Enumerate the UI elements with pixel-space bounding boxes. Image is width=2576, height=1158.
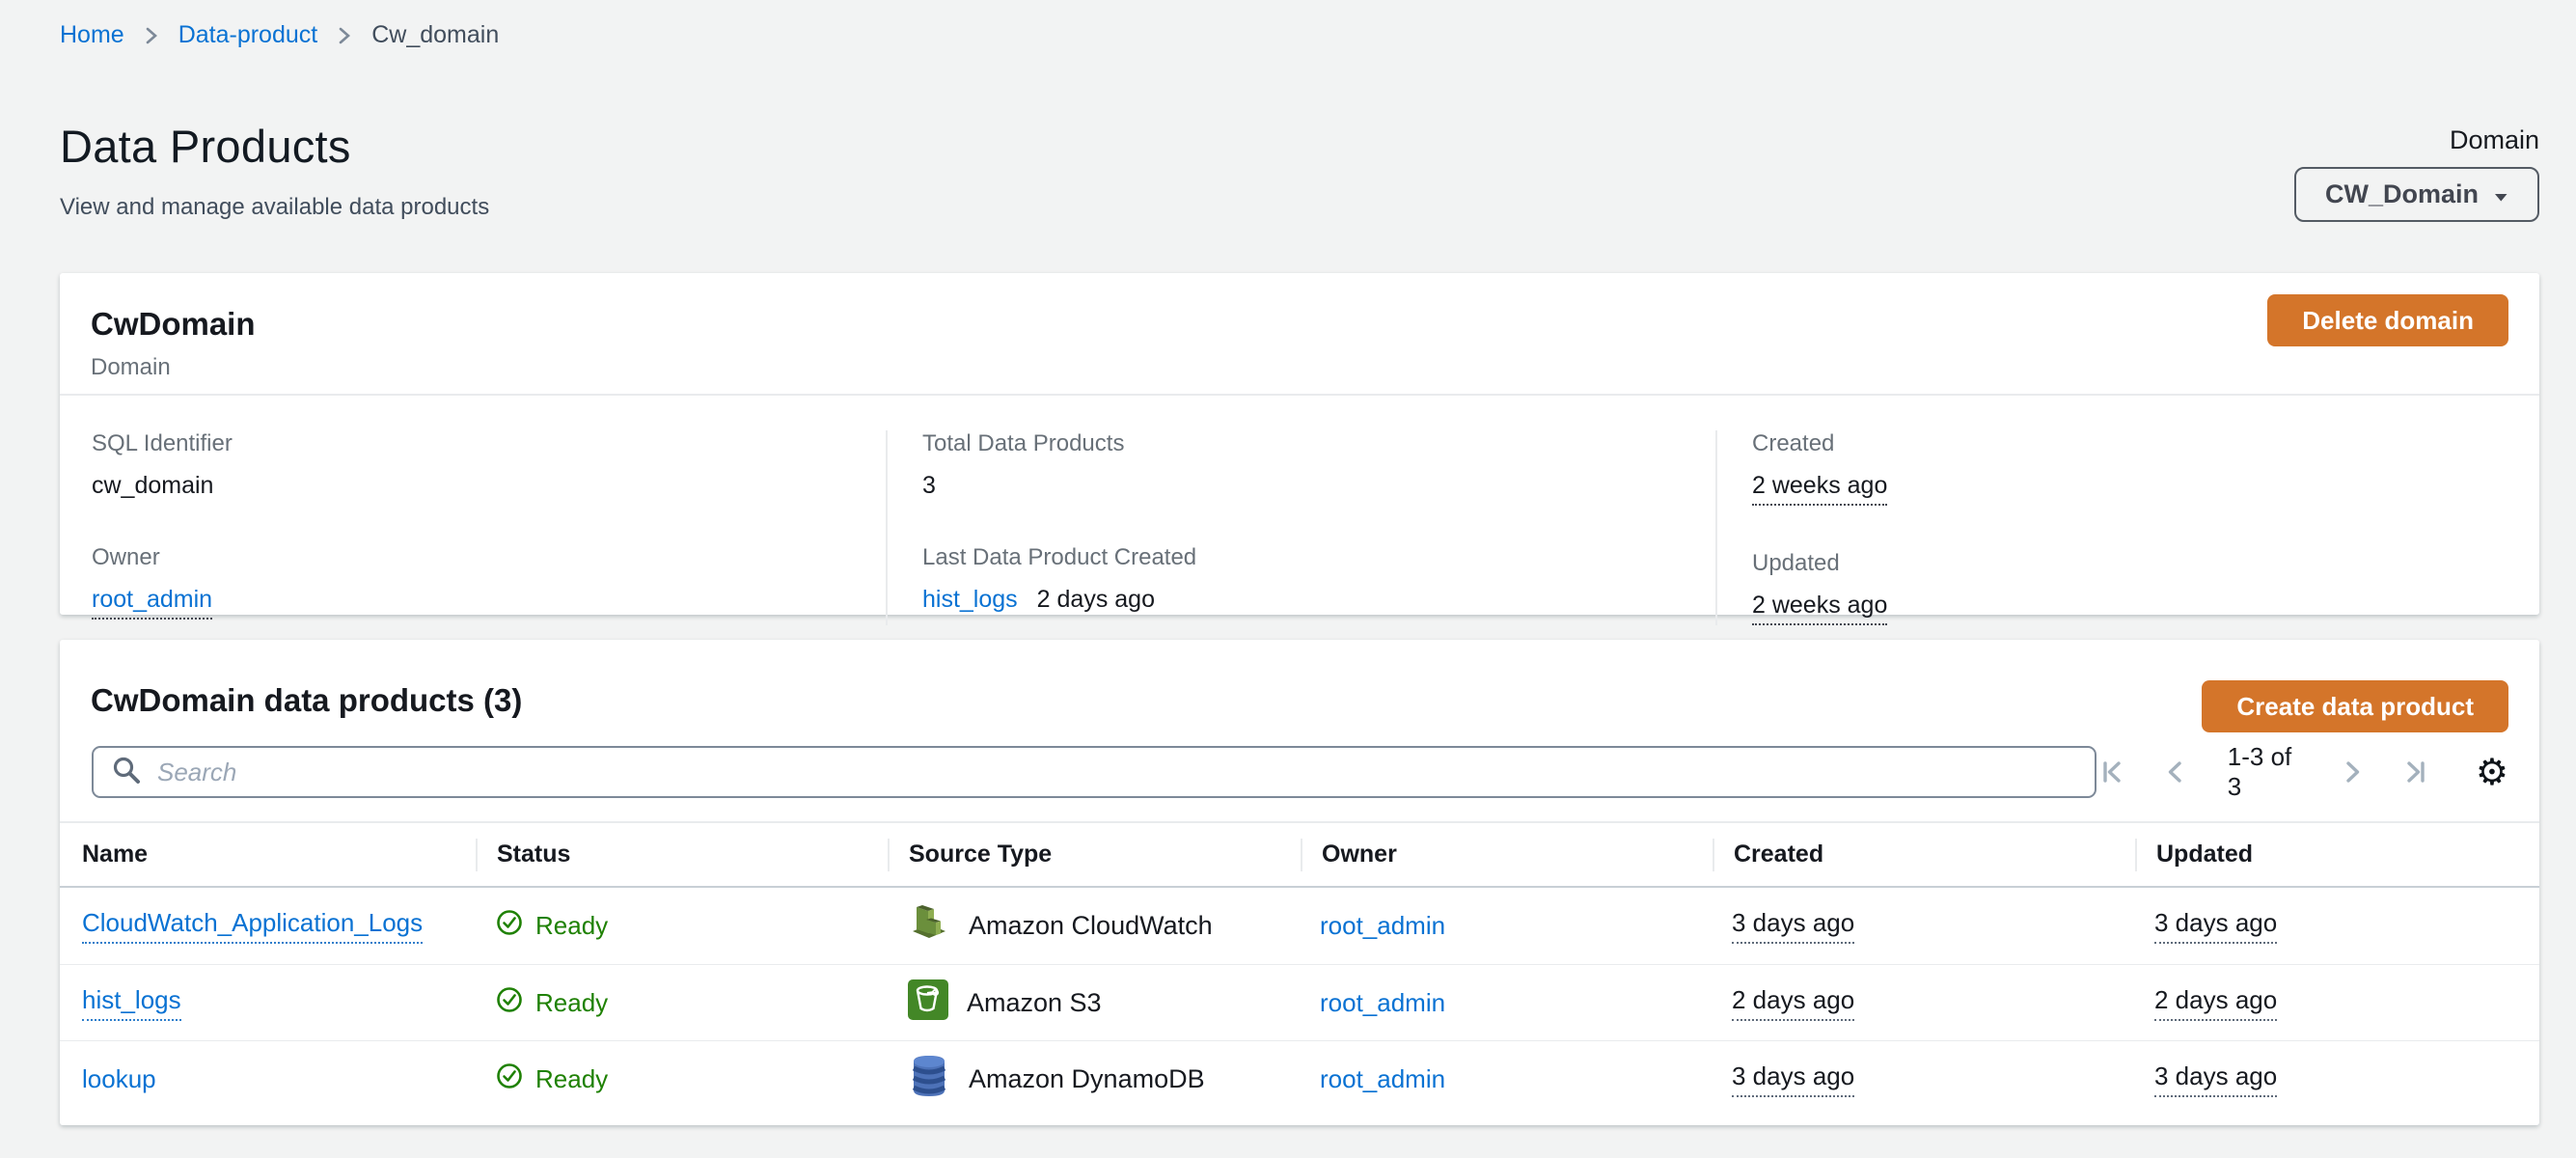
owner-link[interactable]: root_admin — [92, 586, 212, 620]
table-row: lookup Ready Amazon DynamoDB — [60, 1040, 2539, 1117]
table-header-row: Name Status Source Type Owner Created Up… — [60, 821, 2539, 888]
domain-card-content: SQL Identifier cw_domain Owner root_admi… — [60, 396, 2539, 652]
breadcrumb-data-product-link[interactable]: Data-product — [178, 21, 318, 49]
owner-link[interactable]: root_admin — [1320, 988, 1445, 1018]
created-value: 2 weeks ago — [1752, 472, 1887, 506]
previous-page-button[interactable] — [2160, 757, 2191, 787]
created-date: 2 days ago — [1732, 985, 1854, 1021]
breadcrumb-current: Cw_domain — [371, 21, 499, 49]
created-date: 3 days ago — [1732, 908, 1854, 944]
status-badge: Ready — [535, 988, 608, 1018]
domain-dropdown-value: CW_Domain — [2325, 179, 2479, 209]
cloudwatch-icon — [907, 898, 951, 953]
status-badge: Ready — [535, 911, 608, 941]
status-ready-icon — [495, 1062, 524, 1097]
updated-label: Updated — [1752, 550, 2539, 577]
page-subtitle: View and manage available data products — [60, 194, 489, 221]
column-header-source-type: Source Type — [888, 839, 1301, 871]
chevron-right-icon — [144, 23, 159, 48]
create-data-product-button[interactable]: Create data product — [2202, 680, 2508, 732]
last-product-label: Last Data Product Created — [922, 544, 1715, 571]
product-name-link[interactable]: CloudWatch_Application_Logs — [82, 908, 423, 944]
domain-selector: Domain CW_Domain — [2294, 125, 2539, 222]
domain-card-header: CwDomain Domain Delete domain — [60, 273, 2539, 396]
domain-selector-label: Domain — [2294, 125, 2539, 155]
source-type-label: Amazon S3 — [967, 988, 1102, 1018]
owner-link[interactable]: root_admin — [1320, 1064, 1445, 1094]
updated-value: 2 weeks ago — [1752, 592, 1887, 625]
domain-card: CwDomain Domain Delete domain SQL Identi… — [60, 273, 2539, 615]
updated-date: 3 days ago — [2154, 908, 2277, 944]
status-badge: Ready — [535, 1064, 608, 1094]
search-icon — [111, 755, 142, 790]
products-card-header: CwDomain data products (3) Create data p… — [60, 640, 2539, 719]
domain-card-title: CwDomain — [91, 306, 2508, 343]
product-name-link[interactable]: lookup — [82, 1064, 156, 1094]
caret-down-icon — [2494, 179, 2508, 209]
owner-link[interactable]: root_admin — [1320, 911, 1445, 941]
domain-card-type-label: Domain — [91, 354, 2508, 381]
dynamodb-icon — [907, 1053, 951, 1106]
created-label: Created — [1752, 430, 2539, 457]
column-header-created: Created — [1713, 839, 2135, 871]
sql-identifier-value: cw_domain — [92, 472, 886, 500]
last-page-button[interactable] — [2400, 757, 2431, 787]
table-row: CloudWatch_Application_Logs Ready — [60, 888, 2539, 964]
page-header: Data Products View and manage available … — [60, 120, 489, 221]
pagination-range-label: 1-3 of 3 — [2224, 742, 2304, 802]
source-type-label: Amazon DynamoDB — [969, 1064, 1205, 1094]
column-header-updated: Updated — [2135, 839, 2539, 871]
breadcrumb-home-link[interactable]: Home — [60, 21, 124, 49]
updated-date: 3 days ago — [2154, 1062, 2277, 1097]
table-toolbar: 1-3 of 3 ⚙ — [92, 746, 2508, 798]
status-ready-icon — [495, 908, 524, 944]
search-input[interactable] — [157, 758, 2077, 787]
chevron-right-icon — [337, 23, 352, 48]
column-header-owner: Owner — [1301, 839, 1713, 871]
first-page-button[interactable] — [2096, 757, 2127, 787]
source-type-label: Amazon CloudWatch — [969, 911, 1213, 941]
delete-domain-button[interactable]: Delete domain — [2267, 294, 2508, 346]
last-product-time: 2 days ago — [1037, 586, 1155, 613]
status-ready-icon — [495, 985, 524, 1021]
s3-icon — [907, 979, 949, 1028]
updated-date: 2 days ago — [2154, 985, 2277, 1021]
created-date: 3 days ago — [1732, 1062, 1854, 1097]
table-settings-gear-icon[interactable]: ⚙ — [2476, 754, 2508, 790]
page-title: Data Products — [60, 120, 489, 173]
column-header-name: Name — [82, 839, 476, 871]
domain-info-column-3: Created 2 weeks ago Updated 2 weeks ago — [1715, 430, 2539, 625]
domain-info-column-2: Total Data Products 3 Last Data Product … — [886, 430, 1715, 625]
total-products-label: Total Data Products — [922, 430, 1715, 457]
products-card-title: CwDomain data products (3) — [91, 682, 2508, 719]
last-product-link[interactable]: hist_logs — [922, 586, 1018, 613]
domain-info-column-1: SQL Identifier cw_domain Owner root_admi… — [60, 430, 886, 625]
data-products-card: CwDomain data products (3) Create data p… — [60, 640, 2539, 1125]
data-products-table: Name Status Source Type Owner Created Up… — [60, 821, 2539, 1117]
breadcrumb: Home Data-product Cw_domain — [60, 21, 499, 49]
sql-identifier-label: SQL Identifier — [92, 430, 886, 457]
table-row: hist_logs Ready Amazon S3 — [60, 964, 2539, 1040]
product-name-link[interactable]: hist_logs — [82, 985, 181, 1021]
domain-dropdown-button[interactable]: CW_Domain — [2294, 167, 2539, 222]
owner-label: Owner — [92, 544, 886, 571]
pagination: 1-3 of 3 ⚙ — [2096, 742, 2508, 802]
column-header-status: Status — [476, 839, 888, 871]
next-page-button[interactable] — [2337, 757, 2368, 787]
total-products-value: 3 — [922, 472, 1715, 500]
search-box — [92, 746, 2096, 798]
